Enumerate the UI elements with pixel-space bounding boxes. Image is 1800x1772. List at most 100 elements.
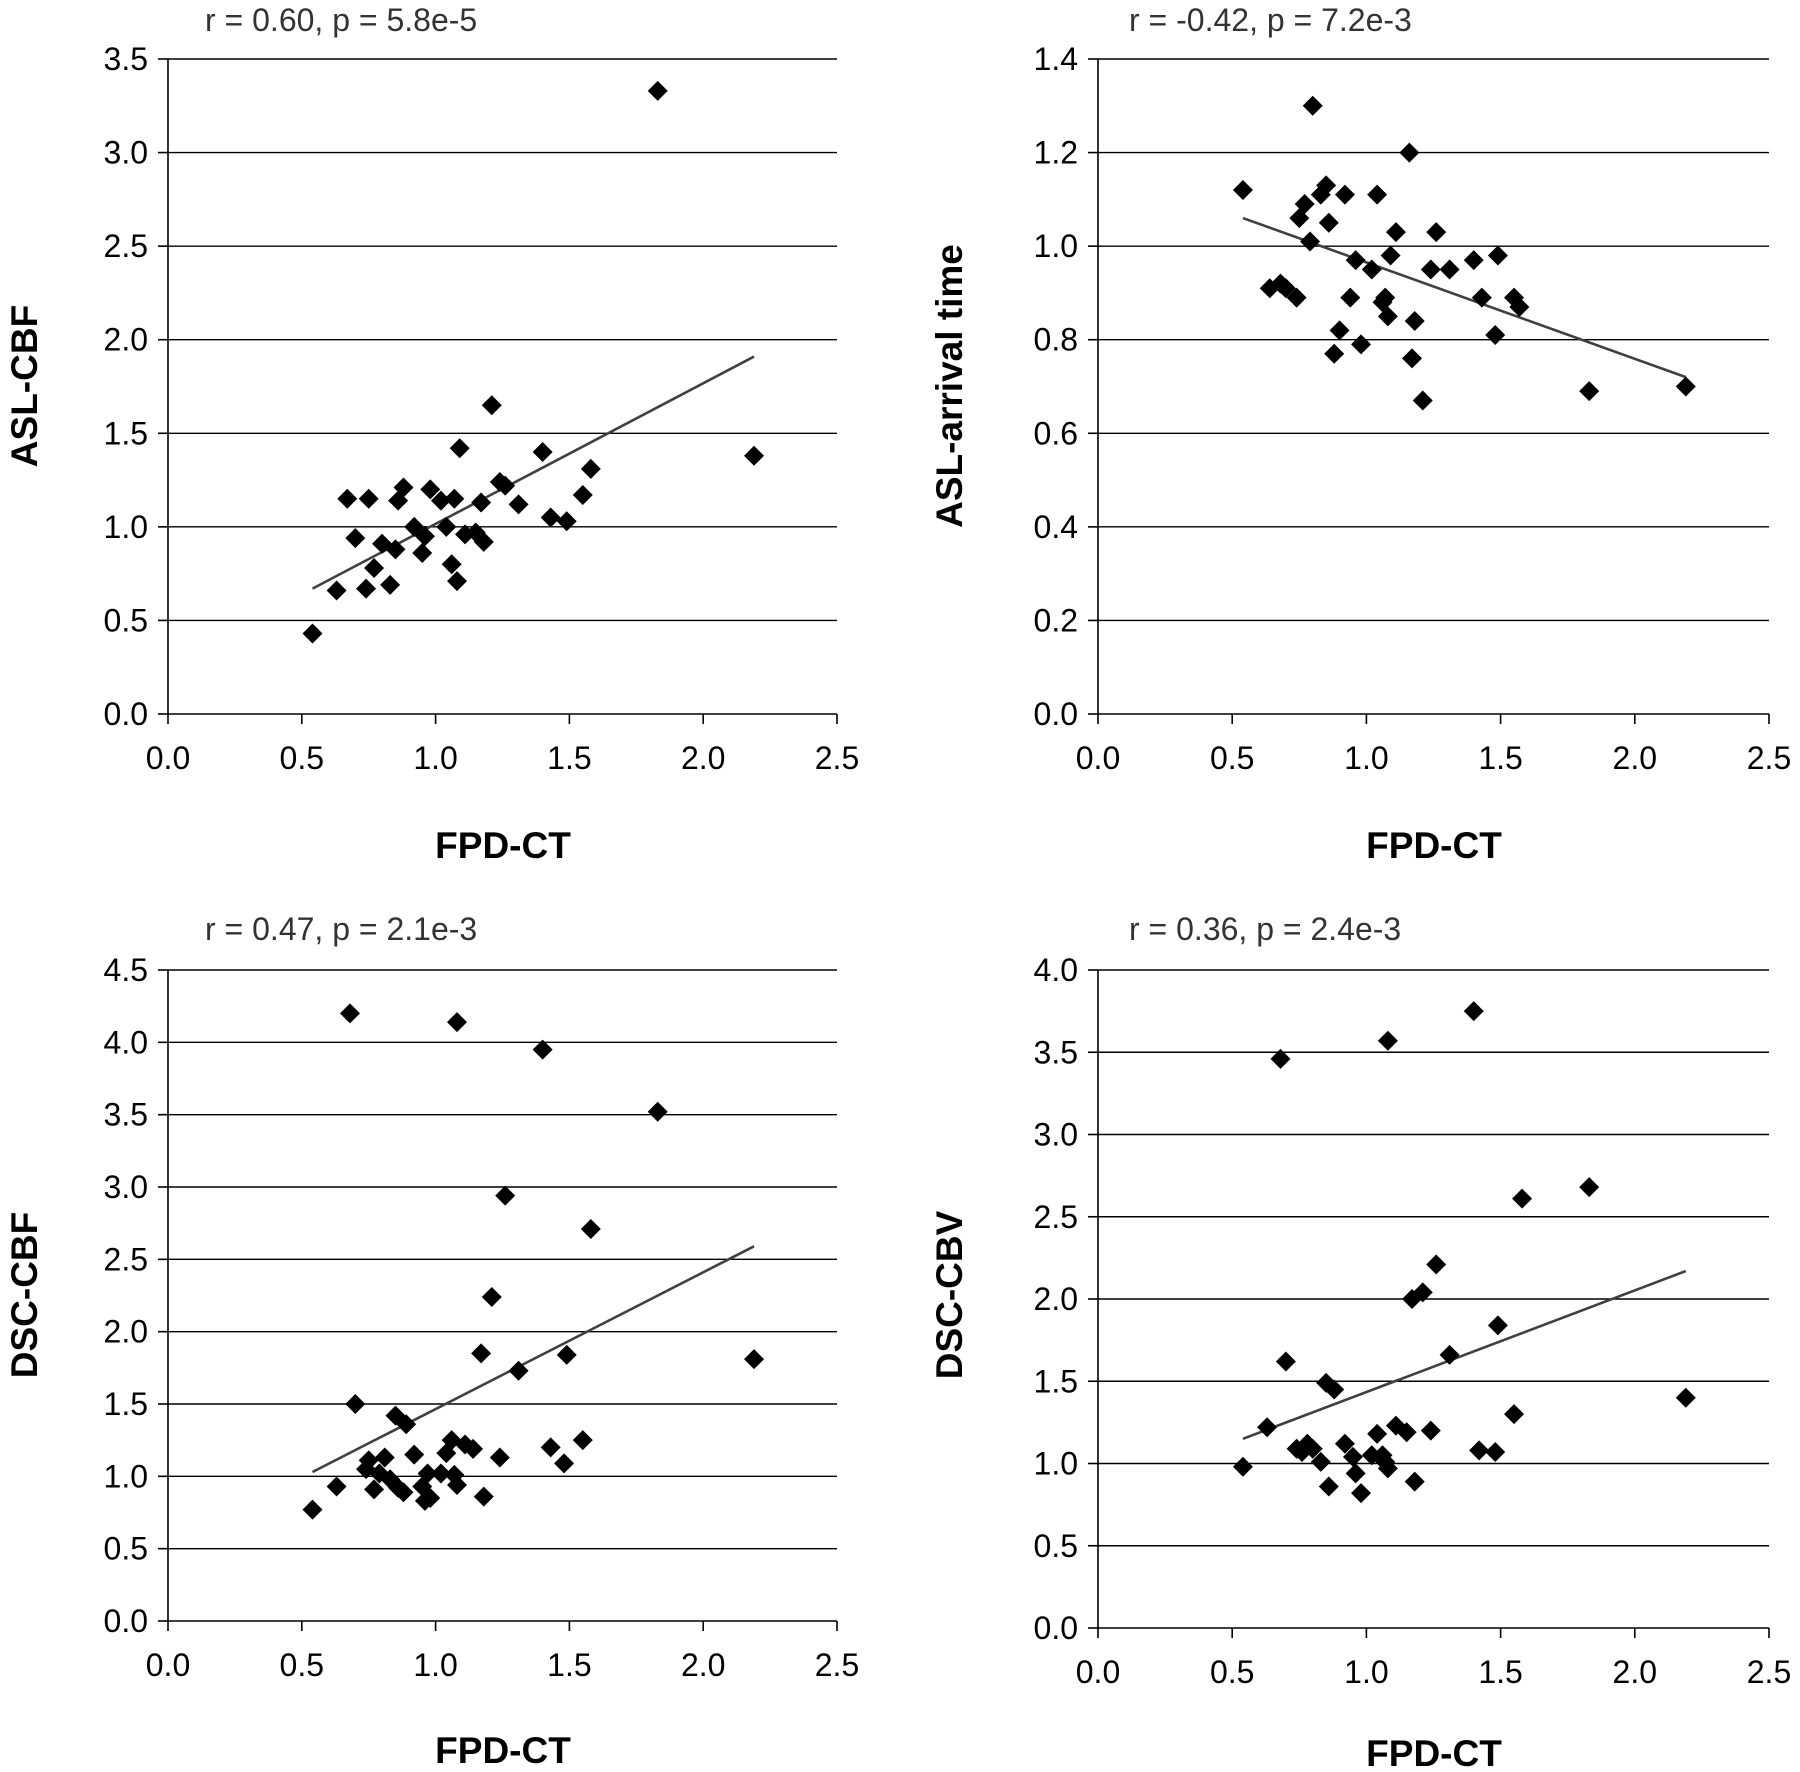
- data-point: [1420, 259, 1441, 280]
- data-point: [302, 623, 323, 644]
- x-tick-label: 2.0: [681, 1647, 725, 1683]
- data-point: [404, 516, 425, 537]
- panel-dsc-cbv: 0.0 0.5 1.0 1.5 2.0 2.5 3.0 3.5 4.0 0.0 0.5 1.0 1.5 2…: [929, 911, 1791, 1772]
- y-axis-label: DSC-CBF: [4, 1212, 45, 1378]
- data-point: [489, 1447, 510, 1468]
- data-point: [1361, 259, 1382, 280]
- x-tick-label: 0.5: [280, 1647, 324, 1683]
- x-tick-label: 1.0: [1344, 740, 1388, 776]
- data-point: [404, 1444, 425, 1465]
- data-point: [1318, 1476, 1339, 1497]
- data-point: [1286, 287, 1307, 308]
- y-tick-label: 3.0: [1034, 1117, 1078, 1153]
- y-tick-label: 0.5: [1034, 1528, 1078, 1564]
- data-point: [1316, 175, 1337, 196]
- data-point: [385, 539, 406, 560]
- stats-annotation: r = 0.36, p = 2.4e-3: [1129, 911, 1401, 947]
- y-tick-label: 0.6: [1034, 415, 1078, 451]
- data-point: [495, 475, 516, 496]
- data-point: [1334, 184, 1355, 205]
- y-tick-label: 0.5: [104, 602, 148, 638]
- data-point: [1485, 1441, 1506, 1462]
- data-point: [508, 1360, 529, 1381]
- x-tick-label: 1.5: [1478, 1654, 1522, 1690]
- y-tick-label: 3.0: [104, 135, 148, 171]
- data-point: [556, 1344, 577, 1365]
- data-point: [1310, 1451, 1331, 1472]
- x-tick-label: 2.5: [815, 1647, 859, 1683]
- x-axis-label: FPD-CT: [435, 1730, 571, 1771]
- data-point: [1342, 1446, 1363, 1467]
- data-point: [572, 485, 593, 506]
- data-point: [1324, 343, 1345, 364]
- data-point: [1257, 1417, 1278, 1438]
- data-point: [302, 1499, 323, 1520]
- y-tick-label: 3.5: [1034, 1034, 1078, 1070]
- data-point: [1380, 245, 1401, 266]
- y-tick-label: 1.5: [104, 1386, 148, 1422]
- stats-annotation: r = -0.42, p = 7.2e-3: [1129, 2, 1412, 38]
- data-point: [1275, 1351, 1296, 1372]
- data-point: [471, 492, 492, 513]
- x-axis-label: FPD-CT: [1366, 825, 1502, 866]
- data-point: [364, 558, 385, 579]
- data-point: [1345, 250, 1366, 271]
- stats-annotation: r = 0.60, p = 5.8e-5: [205, 2, 477, 38]
- x-tick-label: 0.0: [146, 740, 190, 776]
- data-point: [556, 511, 577, 532]
- data-point: [414, 526, 435, 547]
- y-tick-label: 0.5: [104, 1531, 148, 1567]
- data-point: [1504, 1404, 1525, 1425]
- data-point: [463, 1438, 484, 1459]
- data-point: [1471, 287, 1492, 308]
- data-point: [1404, 311, 1425, 331]
- data-point: [339, 1003, 360, 1024]
- data-point: [1367, 1423, 1388, 1444]
- x-tick-label: 1.5: [1478, 740, 1522, 776]
- data-point: [580, 1218, 601, 1239]
- x-tick-label: 2.0: [1613, 740, 1657, 776]
- y-tick-label: 0.2: [1034, 602, 1078, 638]
- plot-area: 0.0 0.2 0.4 0.6 0.8 1.0 1.2 1.4 0.0 0.5 1.0 1.5 2.0 2…: [1034, 41, 1792, 776]
- data-point: [1302, 95, 1323, 116]
- x-tick-label: 2.5: [1747, 1654, 1791, 1690]
- data-point: [1463, 1001, 1484, 1022]
- data-point: [364, 1479, 385, 1500]
- data-point: [1334, 1433, 1355, 1454]
- data-point: [1675, 376, 1696, 397]
- x-tick-label: 2.5: [815, 740, 859, 776]
- y-tick-label: 0.0: [104, 1603, 148, 1639]
- data-point: [447, 1012, 468, 1033]
- y-tick-label: 1.0: [1034, 228, 1078, 264]
- data-point: [1412, 1282, 1433, 1303]
- data-point: [393, 477, 414, 498]
- x-tick-label: 0.0: [1076, 1654, 1120, 1690]
- x-tick-label: 0.0: [146, 1647, 190, 1683]
- x-tick-label: 2.0: [1613, 1654, 1657, 1690]
- data-point: [481, 1286, 502, 1307]
- data-point: [1412, 390, 1433, 411]
- data-point: [441, 554, 462, 575]
- y-tick-label: 2.0: [104, 1314, 148, 1350]
- y-tick-label: 1.5: [1034, 1363, 1078, 1399]
- y-tick-label: 0.0: [1034, 696, 1078, 732]
- trendline: [1242, 1269, 1687, 1441]
- data-point: [417, 1463, 438, 1484]
- panel-asl-cbf: 0.0 0.5 1.0 1.5 2.0 2.5 3.0 3.5 0.0 0.5 1.0 1.5 2.0 2…: [4, 2, 859, 866]
- y-tick-label: 0.4: [1034, 509, 1078, 545]
- data-point: [1487, 245, 1508, 266]
- y-tick-label: 3.0: [104, 1169, 148, 1205]
- y-tick-label: 1.0: [104, 1458, 148, 1494]
- data-point: [380, 574, 401, 595]
- data-point: [540, 507, 561, 528]
- data-point: [345, 1394, 366, 1414]
- data-point: [1318, 212, 1339, 233]
- data-point: [1402, 348, 1423, 369]
- data-point: [430, 1463, 451, 1484]
- data-point: [1300, 231, 1321, 252]
- x-tick-label: 0.5: [1210, 740, 1254, 776]
- data-point: [1275, 278, 1296, 299]
- data-point: [337, 488, 358, 509]
